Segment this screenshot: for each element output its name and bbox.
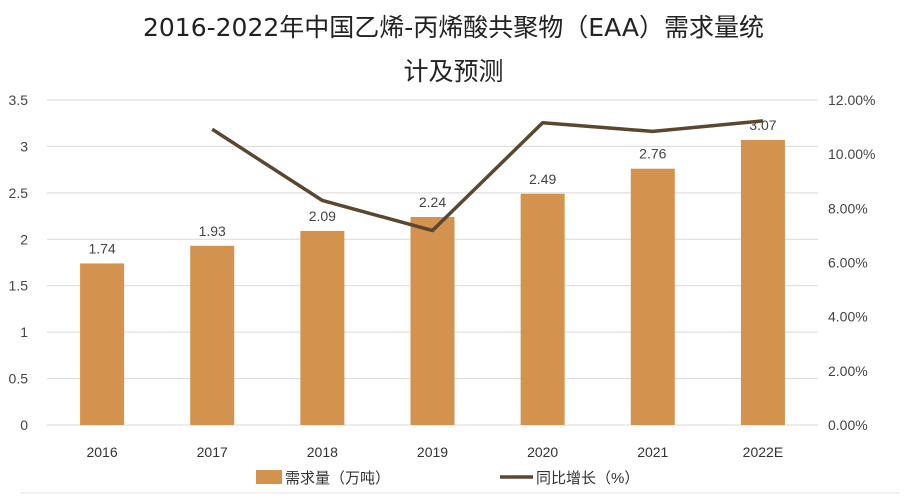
right-tick-label: 12.00%: [828, 92, 875, 108]
x-tick-label: 2016: [86, 444, 117, 460]
growth-line: [211, 119, 764, 233]
left-tick-label: 2.5: [9, 185, 29, 201]
bar: [190, 245, 235, 425]
bar-data-label: 1.93: [199, 223, 226, 239]
left-tick-label: 1.5: [9, 278, 29, 294]
left-tick-label: 1: [20, 324, 28, 340]
bar: [300, 230, 345, 425]
bar: [520, 193, 565, 425]
left-tick-label: 0: [20, 417, 28, 433]
bar-data-label: 2.24: [419, 194, 446, 210]
right-tick-label: 4.00%: [828, 309, 868, 325]
bar: [410, 217, 455, 425]
chart-title: 2016-2022年中国乙烯-丙烯酸共聚物（EAA）需求量统 计及预测: [0, 6, 907, 94]
x-tick-label: 2021: [637, 444, 668, 460]
x-tick-label: 2017: [197, 444, 228, 460]
legend-label-line: 同比增长（%）: [536, 470, 639, 487]
bar: [740, 139, 785, 425]
left-tick-label: 3: [20, 138, 28, 154]
left-tick-label: 3.5: [9, 92, 29, 108]
right-tick-label: 2.00%: [828, 363, 868, 379]
bar-data-label: 1.74: [88, 240, 115, 256]
right-tick-label: 8.00%: [828, 200, 868, 216]
bar: [630, 168, 675, 425]
x-tick-label: 2019: [417, 444, 448, 460]
left-tick-label: 0.5: [9, 371, 29, 387]
x-tick-label: 2020: [527, 444, 558, 460]
title-line-1: 2016-2022年中国乙烯-丙烯酸共聚物（EAA）需求量统: [143, 13, 764, 42]
legend-label-bar: 需求量（万吨）: [285, 470, 390, 487]
title-line-2: 计及预测: [403, 57, 504, 86]
bar-data-label: 3.07: [749, 117, 776, 133]
bar-data-label: 2.09: [309, 208, 336, 224]
bar-data-label: 2.49: [529, 171, 556, 187]
left-tick-label: 2: [20, 231, 28, 247]
x-tick-label: 2018: [307, 444, 338, 460]
right-tick-label: 6.00%: [828, 255, 868, 271]
bar: [80, 263, 125, 425]
bar-data-label: 2.76: [639, 146, 666, 162]
right-tick-label: 0.00%: [828, 417, 868, 433]
x-tick-label: 2022E: [743, 444, 783, 460]
right-tick-label: 10.00%: [828, 146, 875, 162]
legend-swatch-bar: [256, 470, 282, 484]
